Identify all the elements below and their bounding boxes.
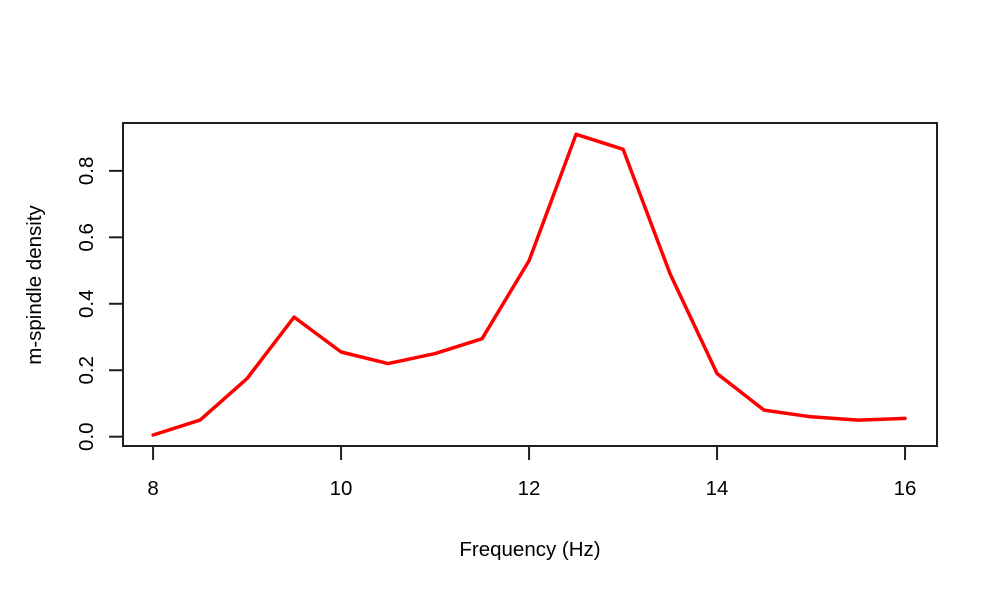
density-line xyxy=(151,132,907,437)
x-axis-tick-label: 10 xyxy=(330,477,353,500)
y-axis-tick-label: 0.8 xyxy=(75,157,98,186)
y-axis-title: m-spindle density xyxy=(23,204,46,364)
x-axis-tick-label: 12 xyxy=(518,477,541,500)
x-axis-tick-label: 14 xyxy=(706,477,729,500)
y-axis-tick-label: 0.2 xyxy=(75,356,98,385)
y-axis-tick-label: 0.4 xyxy=(75,290,98,319)
x-axis-title: Frequency (Hz) xyxy=(459,538,600,561)
y-axis-tick-label: 0.6 xyxy=(75,223,98,252)
chart-generated-content: 8 10 12 14 16 0.0 0.2 0.4 0.6 0.8 xyxy=(75,122,938,500)
x-axis-tick-label: 16 xyxy=(894,477,917,500)
x-axis-tick-label: 8 xyxy=(147,477,158,500)
plot-box xyxy=(122,122,938,447)
y-axis-tick-label: 0.0 xyxy=(75,422,98,451)
